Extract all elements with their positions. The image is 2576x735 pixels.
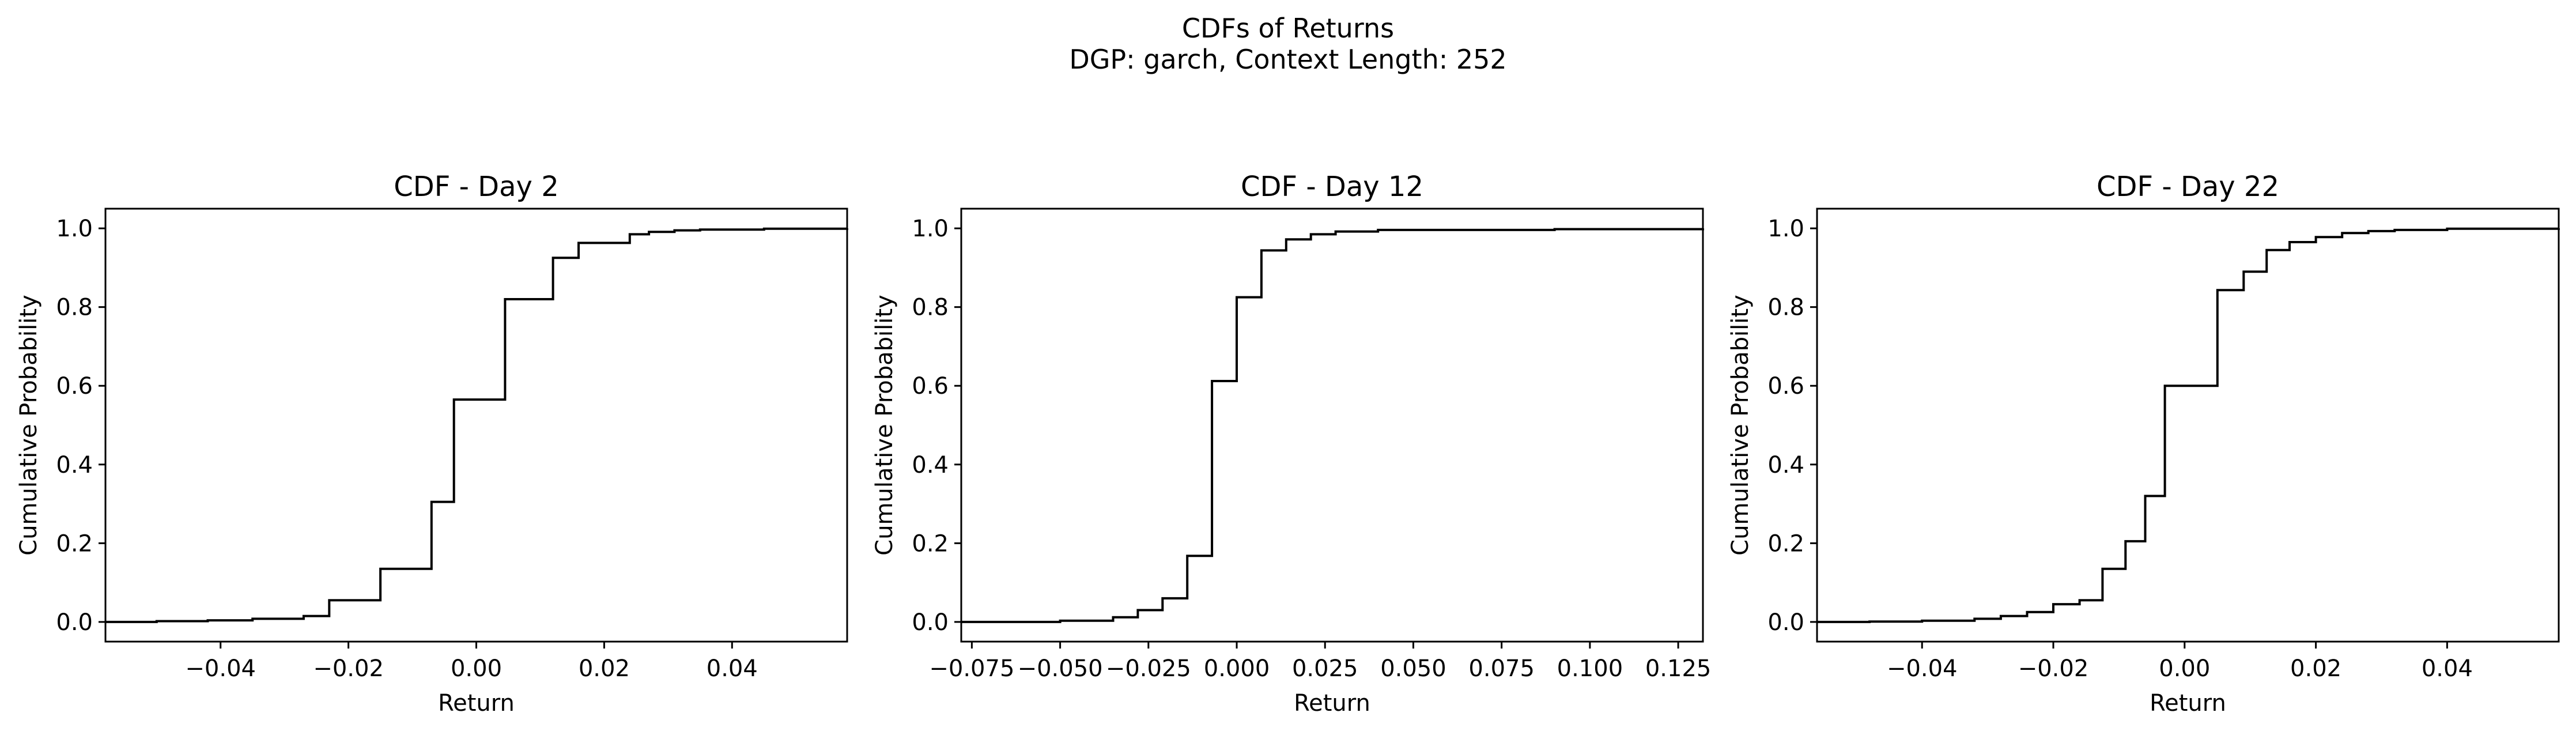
y-tick-label: 0.2: [912, 530, 949, 557]
y-axis-label: Cumulative Probability: [871, 295, 898, 555]
y-tick-label: 1.0: [56, 216, 93, 242]
subplot-day-22: 0.0 0.2 0.4 0.6 0.8 1.0 −0.04 −0.02 0.00 0.02 0.04…: [1727, 171, 2560, 717]
subplot-title: CDF - Day 2: [394, 171, 559, 203]
y-tick-label: 0.0: [1767, 609, 1804, 636]
x-tick-label: 0.000: [1204, 655, 1270, 682]
y-tick-label: 1.0: [912, 216, 949, 242]
x-tick-label: −0.075: [929, 655, 1014, 682]
x-tick-label: 0.02: [2290, 655, 2341, 682]
x-tick-label: 0.04: [2422, 655, 2473, 682]
subplot-title: CDF - Day 12: [1241, 171, 1423, 203]
x-axis-label: Return: [2150, 690, 2226, 717]
y-tick-label: 0.4: [56, 452, 93, 478]
figure-subtitle: DGP: garch, Context Length: 252: [1069, 44, 1507, 75]
y-tick-label: 0.2: [1767, 530, 1804, 557]
x-tick-label: 0.025: [1292, 655, 1358, 682]
y-tick-label: 0.4: [1767, 452, 1804, 478]
x-tick-label: −0.02: [313, 655, 384, 682]
y-tick-label: 0.0: [912, 609, 949, 636]
y-tick-label: 0.6: [912, 373, 949, 399]
x-tick-label: 0.075: [1468, 655, 1535, 682]
x-tick-label: −0.04: [1887, 655, 1958, 682]
y-tick-label: 0.6: [56, 373, 93, 399]
x-tick-label: −0.050: [1018, 655, 1103, 682]
y-tick-label: 0.8: [912, 295, 949, 321]
x-tick-label: 0.04: [707, 655, 758, 682]
x-tick-label: 0.050: [1380, 655, 1446, 682]
axes-frame: [960, 208, 1704, 643]
axes-frame: [1816, 208, 2560, 643]
subplot-day-12: 0.0 0.2 0.4 0.6 0.8 1.0 −0.075 −0.050 −0.025 0.00…: [871, 171, 1711, 717]
y-tick-label: 0.0: [56, 609, 93, 636]
x-axis-label: Return: [1294, 690, 1370, 717]
x-tick-label: −0.025: [1106, 655, 1191, 682]
x-tick-label: 0.02: [579, 655, 630, 682]
x-tick-label: 0.125: [1645, 655, 1712, 682]
x-tick-label: −0.04: [185, 655, 256, 682]
y-tick-label: 0.8: [1767, 295, 1804, 321]
y-tick-label: 0.6: [1767, 373, 1804, 399]
x-tick-label: 0.00: [451, 655, 502, 682]
figure-title: CDFs of Returns: [1181, 13, 1395, 44]
subplot-day-2: 0.0 0.2 0.4 0.6 0.8 1.0 −0.04 −0.02 0.00 0.02 0.04…: [16, 171, 848, 717]
x-axis-label: Return: [438, 690, 515, 717]
subplot-title: CDF - Day 22: [2097, 171, 2279, 203]
x-tick-label: 0.100: [1557, 655, 1623, 682]
x-tick-label: 0.00: [2159, 655, 2210, 682]
y-tick-label: 0.2: [56, 530, 93, 557]
y-axis-label: Cumulative Probability: [1727, 295, 1754, 555]
y-axis-label: Cumulative Probability: [16, 295, 42, 555]
x-tick-label: −0.02: [2018, 655, 2089, 682]
cdf-step-line: [1817, 227, 2560, 623]
axes-frame: [104, 208, 848, 643]
y-tick-label: 0.4: [912, 452, 949, 478]
y-tick-label: 1.0: [1767, 216, 1804, 242]
cdf-step-line: [105, 227, 848, 623]
y-tick-label: 0.8: [56, 295, 93, 321]
cdf-step-line: [961, 228, 1704, 623]
